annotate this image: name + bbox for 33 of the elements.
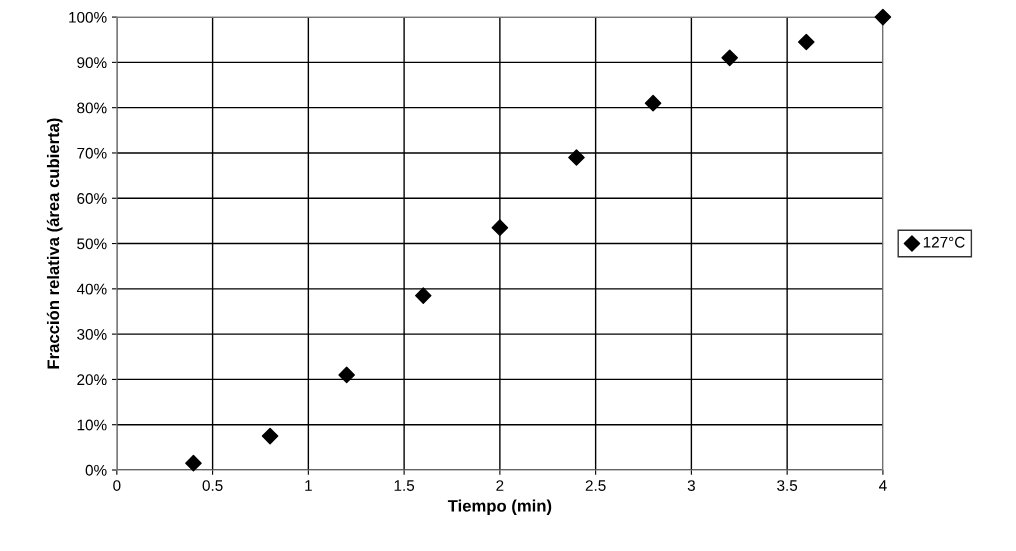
y-tick-label: 100% [69, 11, 107, 23]
point [414, 287, 432, 304]
x-tick-label: 1.5 [394, 480, 415, 491]
x-tick-label: 1 [305, 480, 312, 491]
x-tick-label: 2 [496, 480, 504, 491]
point [491, 219, 509, 236]
y-tick-label: 10% [77, 419, 107, 431]
y-tick-label: 20% [77, 374, 107, 386]
x-axis-title: Tiempo (min) [447, 499, 552, 516]
point [568, 149, 585, 166]
y-tick-label: 30% [77, 328, 107, 340]
y-axis-title: Fracción relativa (área cubierta) [46, 118, 63, 369]
x-tick-label: 4 [879, 480, 887, 491]
y-tick-label: 50% [77, 238, 107, 250]
x-tick-label: 3 [687, 480, 695, 491]
point [338, 366, 355, 384]
point [644, 94, 662, 112]
point [874, 8, 892, 26]
x-tick-label: 0 [113, 480, 121, 491]
point [261, 427, 279, 445]
y-tick-label: 0% [85, 464, 107, 476]
x-tick-label: 3.5 [777, 480, 798, 491]
point [721, 49, 738, 67]
y-tick-label: 80% [77, 102, 107, 114]
y-tick-label: 90% [77, 57, 107, 69]
x-tick-label: 2.5 [585, 480, 606, 491]
x-tick-label: 0.5 [202, 480, 223, 491]
point [797, 33, 815, 51]
point [185, 454, 202, 472]
y-tick-label: 40% [76, 283, 107, 295]
legend-label: 127°C [923, 236, 965, 248]
y-tick-label: 70% [77, 147, 107, 159]
y-tick-label: 60% [77, 193, 107, 204]
